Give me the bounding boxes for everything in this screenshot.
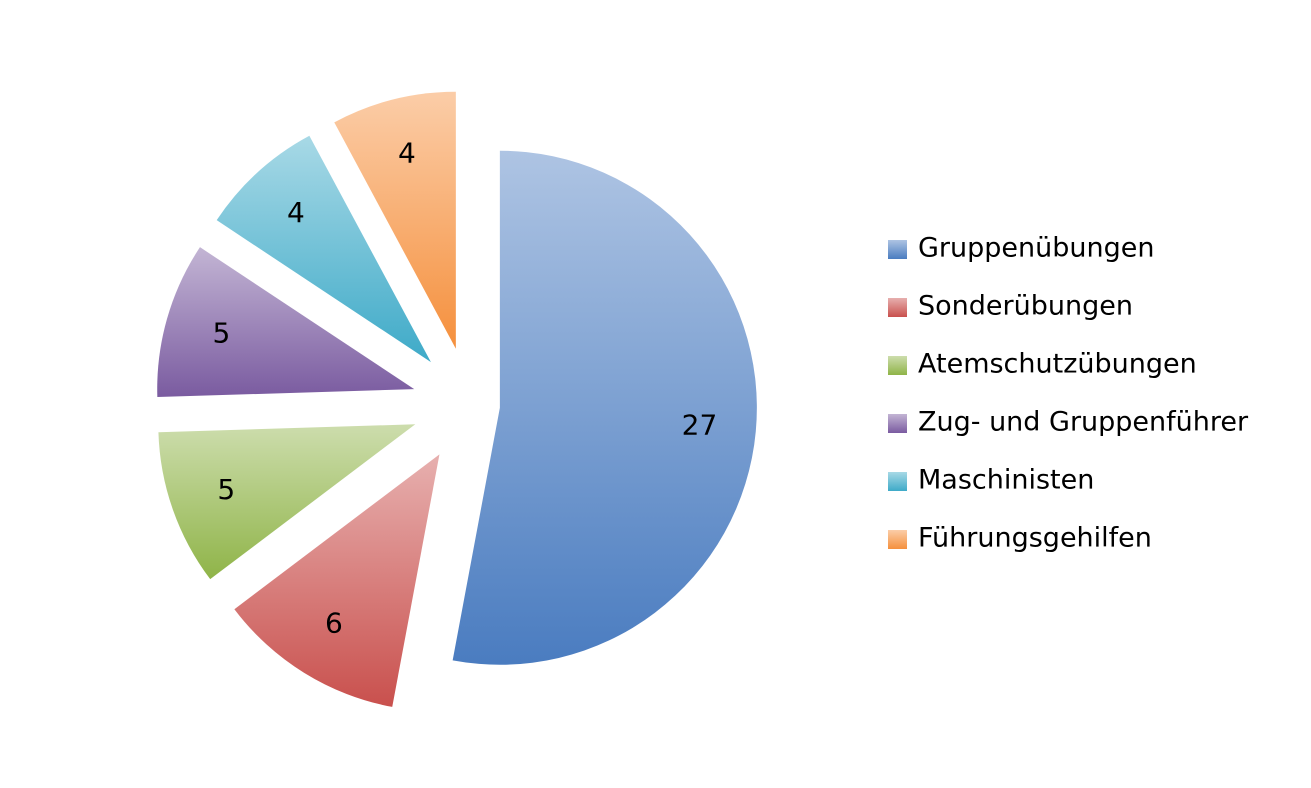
- legend-swatch: [888, 414, 907, 433]
- legend-swatch: [888, 240, 907, 259]
- pie-slice: [452, 150, 757, 665]
- legend-label: Atemschutzübungen: [918, 349, 1197, 380]
- legend-label: Zug- und Gruppenführer: [918, 407, 1249, 438]
- data-label: 4: [287, 196, 305, 229]
- data-label: 5: [217, 473, 235, 506]
- legend-swatch: [888, 472, 907, 491]
- data-label: 27: [682, 408, 718, 441]
- pie-slice: [334, 91, 456, 349]
- legend-label: Maschinisten: [918, 465, 1094, 496]
- legend-label: Gruppenübungen: [918, 233, 1154, 264]
- legend-label: Führungsgehilfen: [918, 523, 1152, 554]
- legend-swatch: [888, 356, 907, 375]
- data-label: 4: [398, 136, 416, 169]
- pie-slice: [216, 135, 431, 363]
- legend-swatch: [888, 298, 907, 317]
- pie-slice: [234, 454, 440, 707]
- legend-swatch: [888, 530, 907, 549]
- legend-label: Sonderübungen: [918, 291, 1133, 322]
- data-label: 6: [325, 607, 343, 640]
- pie-slice: [158, 424, 416, 580]
- pie-slice: [157, 247, 415, 398]
- data-label: 5: [212, 316, 230, 349]
